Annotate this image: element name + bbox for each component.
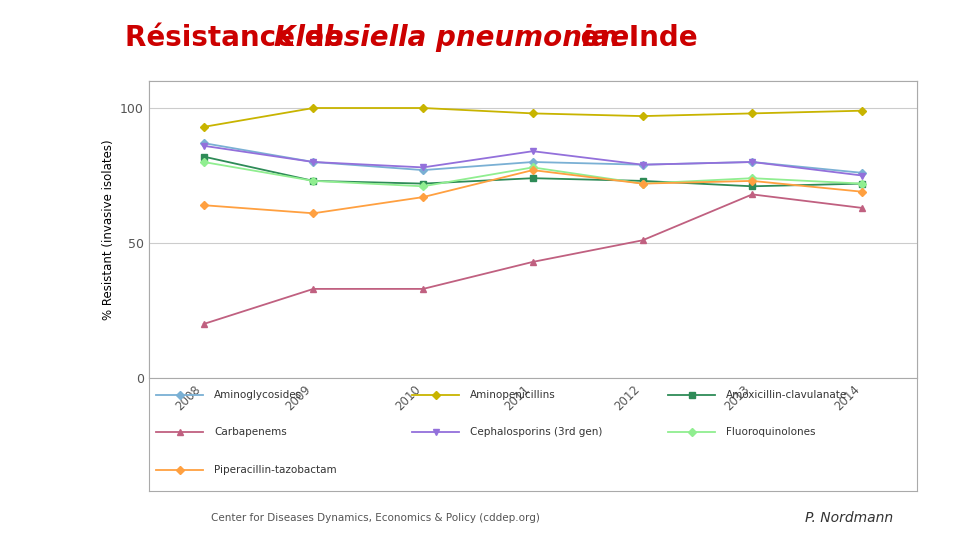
Y-axis label: % Resistant (invasive isolates): % Resistant (invasive isolates) [102, 139, 114, 320]
Text: Amoxicillin-clavulanate: Amoxicillin-clavulanate [726, 390, 848, 400]
Text: Aminoglycosides: Aminoglycosides [214, 390, 302, 400]
Text: Klebsiella pneumoniae: Klebsiella pneumoniae [274, 24, 629, 52]
Text: Fluoroquinolones: Fluoroquinolones [726, 428, 816, 437]
Text: Aminopenicillins: Aminopenicillins [470, 390, 556, 400]
Text: Piperacillin-tazobactam: Piperacillin-tazobactam [214, 465, 337, 475]
Text: Carbapenems: Carbapenems [214, 428, 287, 437]
Text: Résistance de: Résistance de [125, 24, 353, 52]
Text: en Inde: en Inde [571, 24, 698, 52]
Text: Center for Diseases Dynamics, Economics & Policy (cddep.org): Center for Diseases Dynamics, Economics … [211, 514, 540, 523]
Text: Cephalosporins (3rd gen): Cephalosporins (3rd gen) [470, 428, 603, 437]
Text: P. Nordmann: P. Nordmann [804, 511, 893, 525]
